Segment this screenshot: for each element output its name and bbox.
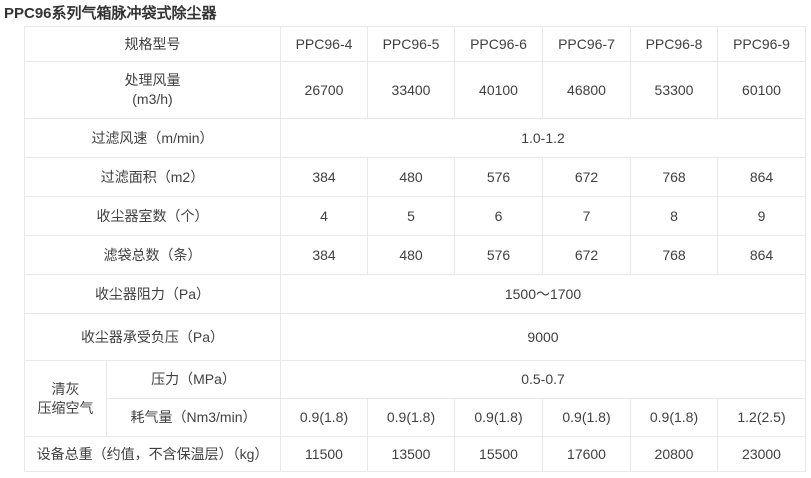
bag-count-value: 672 xyxy=(542,235,631,275)
chamber-count-value: 4 xyxy=(280,196,368,236)
air-volume-value: 60100 xyxy=(717,61,806,119)
air-volume-value: 40100 xyxy=(454,61,543,119)
chamber-count-value: 9 xyxy=(717,196,806,236)
bag-count-value: 480 xyxy=(367,235,455,275)
filter-area-value: 768 xyxy=(630,157,718,197)
chamber-count-value: 6 xyxy=(454,196,543,236)
filter-area-value: 672 xyxy=(542,157,631,197)
filter-speed-value: 1.0-1.2 xyxy=(280,118,806,158)
filter-area-value: 480 xyxy=(367,157,455,197)
row-chamber-count: 收尘器室数（个） 4 5 6 7 8 9 xyxy=(24,196,806,236)
row-label-total-weight: 设备总重（约值，不含保温层）（kg） xyxy=(24,436,281,472)
air-consumption-value: 1.2(2.5) xyxy=(717,398,806,437)
row-label-air-pressure: 压力（MPa） xyxy=(106,360,281,399)
cleaning-air-label-line1: 清灰 xyxy=(51,380,80,397)
total-weight-value: 23000 xyxy=(717,436,806,472)
model-header-ppc96-8: PPC96-8 xyxy=(630,26,718,62)
row-negative-pressure: 收尘器承受负压（Pa） 9000 xyxy=(24,313,806,361)
model-header-ppc96-6: PPC96-6 xyxy=(454,26,543,62)
total-weight-value: 15500 xyxy=(454,436,543,472)
row-label-filter-area: 过滤面积（m2） xyxy=(24,157,281,197)
air-consumption-value: 0.9(1.8) xyxy=(280,398,368,437)
filter-area-value: 576 xyxy=(454,157,543,197)
row-total-weight: 设备总重（约值，不含保温层）（kg） 11500 13500 15500 176… xyxy=(24,436,806,472)
air-volume-value: 53300 xyxy=(630,61,718,119)
model-header-ppc96-9: PPC96-9 xyxy=(717,26,806,62)
model-header-ppc96-4: PPC96-4 xyxy=(280,26,368,62)
row-label-chamber-count: 收尘器室数（个） xyxy=(24,196,281,236)
model-header-ppc96-5: PPC96-5 xyxy=(367,26,455,62)
row-bag-count: 滤袋总数（条） 384 480 576 672 768 864 xyxy=(24,235,806,275)
negative-pressure-value: 9000 xyxy=(280,313,806,361)
air-consumption-value: 0.9(1.8) xyxy=(542,398,631,437)
chamber-count-value: 7 xyxy=(542,196,631,236)
row-label-resistance: 收尘器阻力（Pa） xyxy=(24,274,281,314)
cleaning-air-group-label: 清灰 压缩空气 xyxy=(24,360,107,437)
air-volume-value: 33400 xyxy=(367,61,455,119)
page-title: PPC96系列气箱脉冲袋式除尘器 xyxy=(4,5,217,22)
air-pressure-value: 0.5-0.7 xyxy=(280,360,806,399)
row-air-volume: 处理风量 (m3/h) 26700 33400 40100 46800 5330… xyxy=(24,61,806,119)
air-consumption-value: 0.9(1.8) xyxy=(367,398,455,437)
row-label-negative-pressure: 收尘器承受负压（Pa） xyxy=(24,313,281,361)
chamber-count-value: 8 xyxy=(630,196,718,236)
filter-area-value: 864 xyxy=(717,157,806,197)
air-consumption-value: 0.9(1.8) xyxy=(454,398,543,437)
bag-count-value: 768 xyxy=(630,235,718,275)
air-volume-value: 26700 xyxy=(280,61,368,119)
bag-count-value: 576 xyxy=(454,235,543,275)
row-filter-speed: 过滤风速（m/min） 1.0-1.2 xyxy=(24,118,806,158)
total-weight-value: 11500 xyxy=(280,436,368,472)
spec-table: 规格型号 PPC96-4 PPC96-5 PPC96-6 PPC96-7 PPC… xyxy=(24,26,806,472)
spec-model-header: 规格型号 xyxy=(24,26,281,62)
resistance-value: 1500～1700 xyxy=(280,274,806,314)
row-label-air-consumption: 耗气量（Nm3/min） xyxy=(106,398,281,437)
bag-count-value: 864 xyxy=(717,235,806,275)
header-row: 规格型号 PPC96-4 PPC96-5 PPC96-6 PPC96-7 PPC… xyxy=(24,26,806,62)
air-volume-unit: (m3/h) xyxy=(132,91,173,107)
bag-count-value: 384 xyxy=(280,235,368,275)
row-label-bag-count: 滤袋总数（条） xyxy=(24,235,281,275)
total-weight-value: 13500 xyxy=(367,436,455,472)
total-weight-value: 17600 xyxy=(542,436,631,472)
air-volume-label: 处理风量 xyxy=(124,72,181,88)
air-consumption-value: 0.9(1.8) xyxy=(630,398,718,437)
row-label-air-volume: 处理风量 (m3/h) xyxy=(24,61,281,119)
air-volume-value: 46800 xyxy=(542,61,631,119)
filter-area-value: 384 xyxy=(280,157,368,197)
cleaning-air-label-line2: 压缩空气 xyxy=(37,399,94,416)
row-resistance: 收尘器阻力（Pa） 1500～1700 xyxy=(24,274,806,314)
row-label-filter-speed: 过滤风速（m/min） xyxy=(24,118,281,158)
total-weight-value: 20800 xyxy=(630,436,718,472)
row-cleaning-air-pressure: 清灰 压缩空气 压力（MPa） 0.5-0.7 xyxy=(24,360,806,437)
row-air-consumption: 耗气量（Nm3/min） 0.9(1.8) 0.9(1.8) 0.9(1.8) … xyxy=(25,398,806,437)
row-filter-area: 过滤面积（m2） 384 480 576 672 768 864 xyxy=(24,157,806,197)
model-header-ppc96-7: PPC96-7 xyxy=(542,26,631,62)
chamber-count-value: 5 xyxy=(367,196,455,236)
